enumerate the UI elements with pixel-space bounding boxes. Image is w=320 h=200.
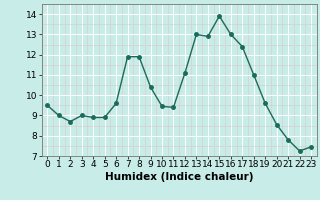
X-axis label: Humidex (Indice chaleur): Humidex (Indice chaleur) — [105, 172, 253, 182]
